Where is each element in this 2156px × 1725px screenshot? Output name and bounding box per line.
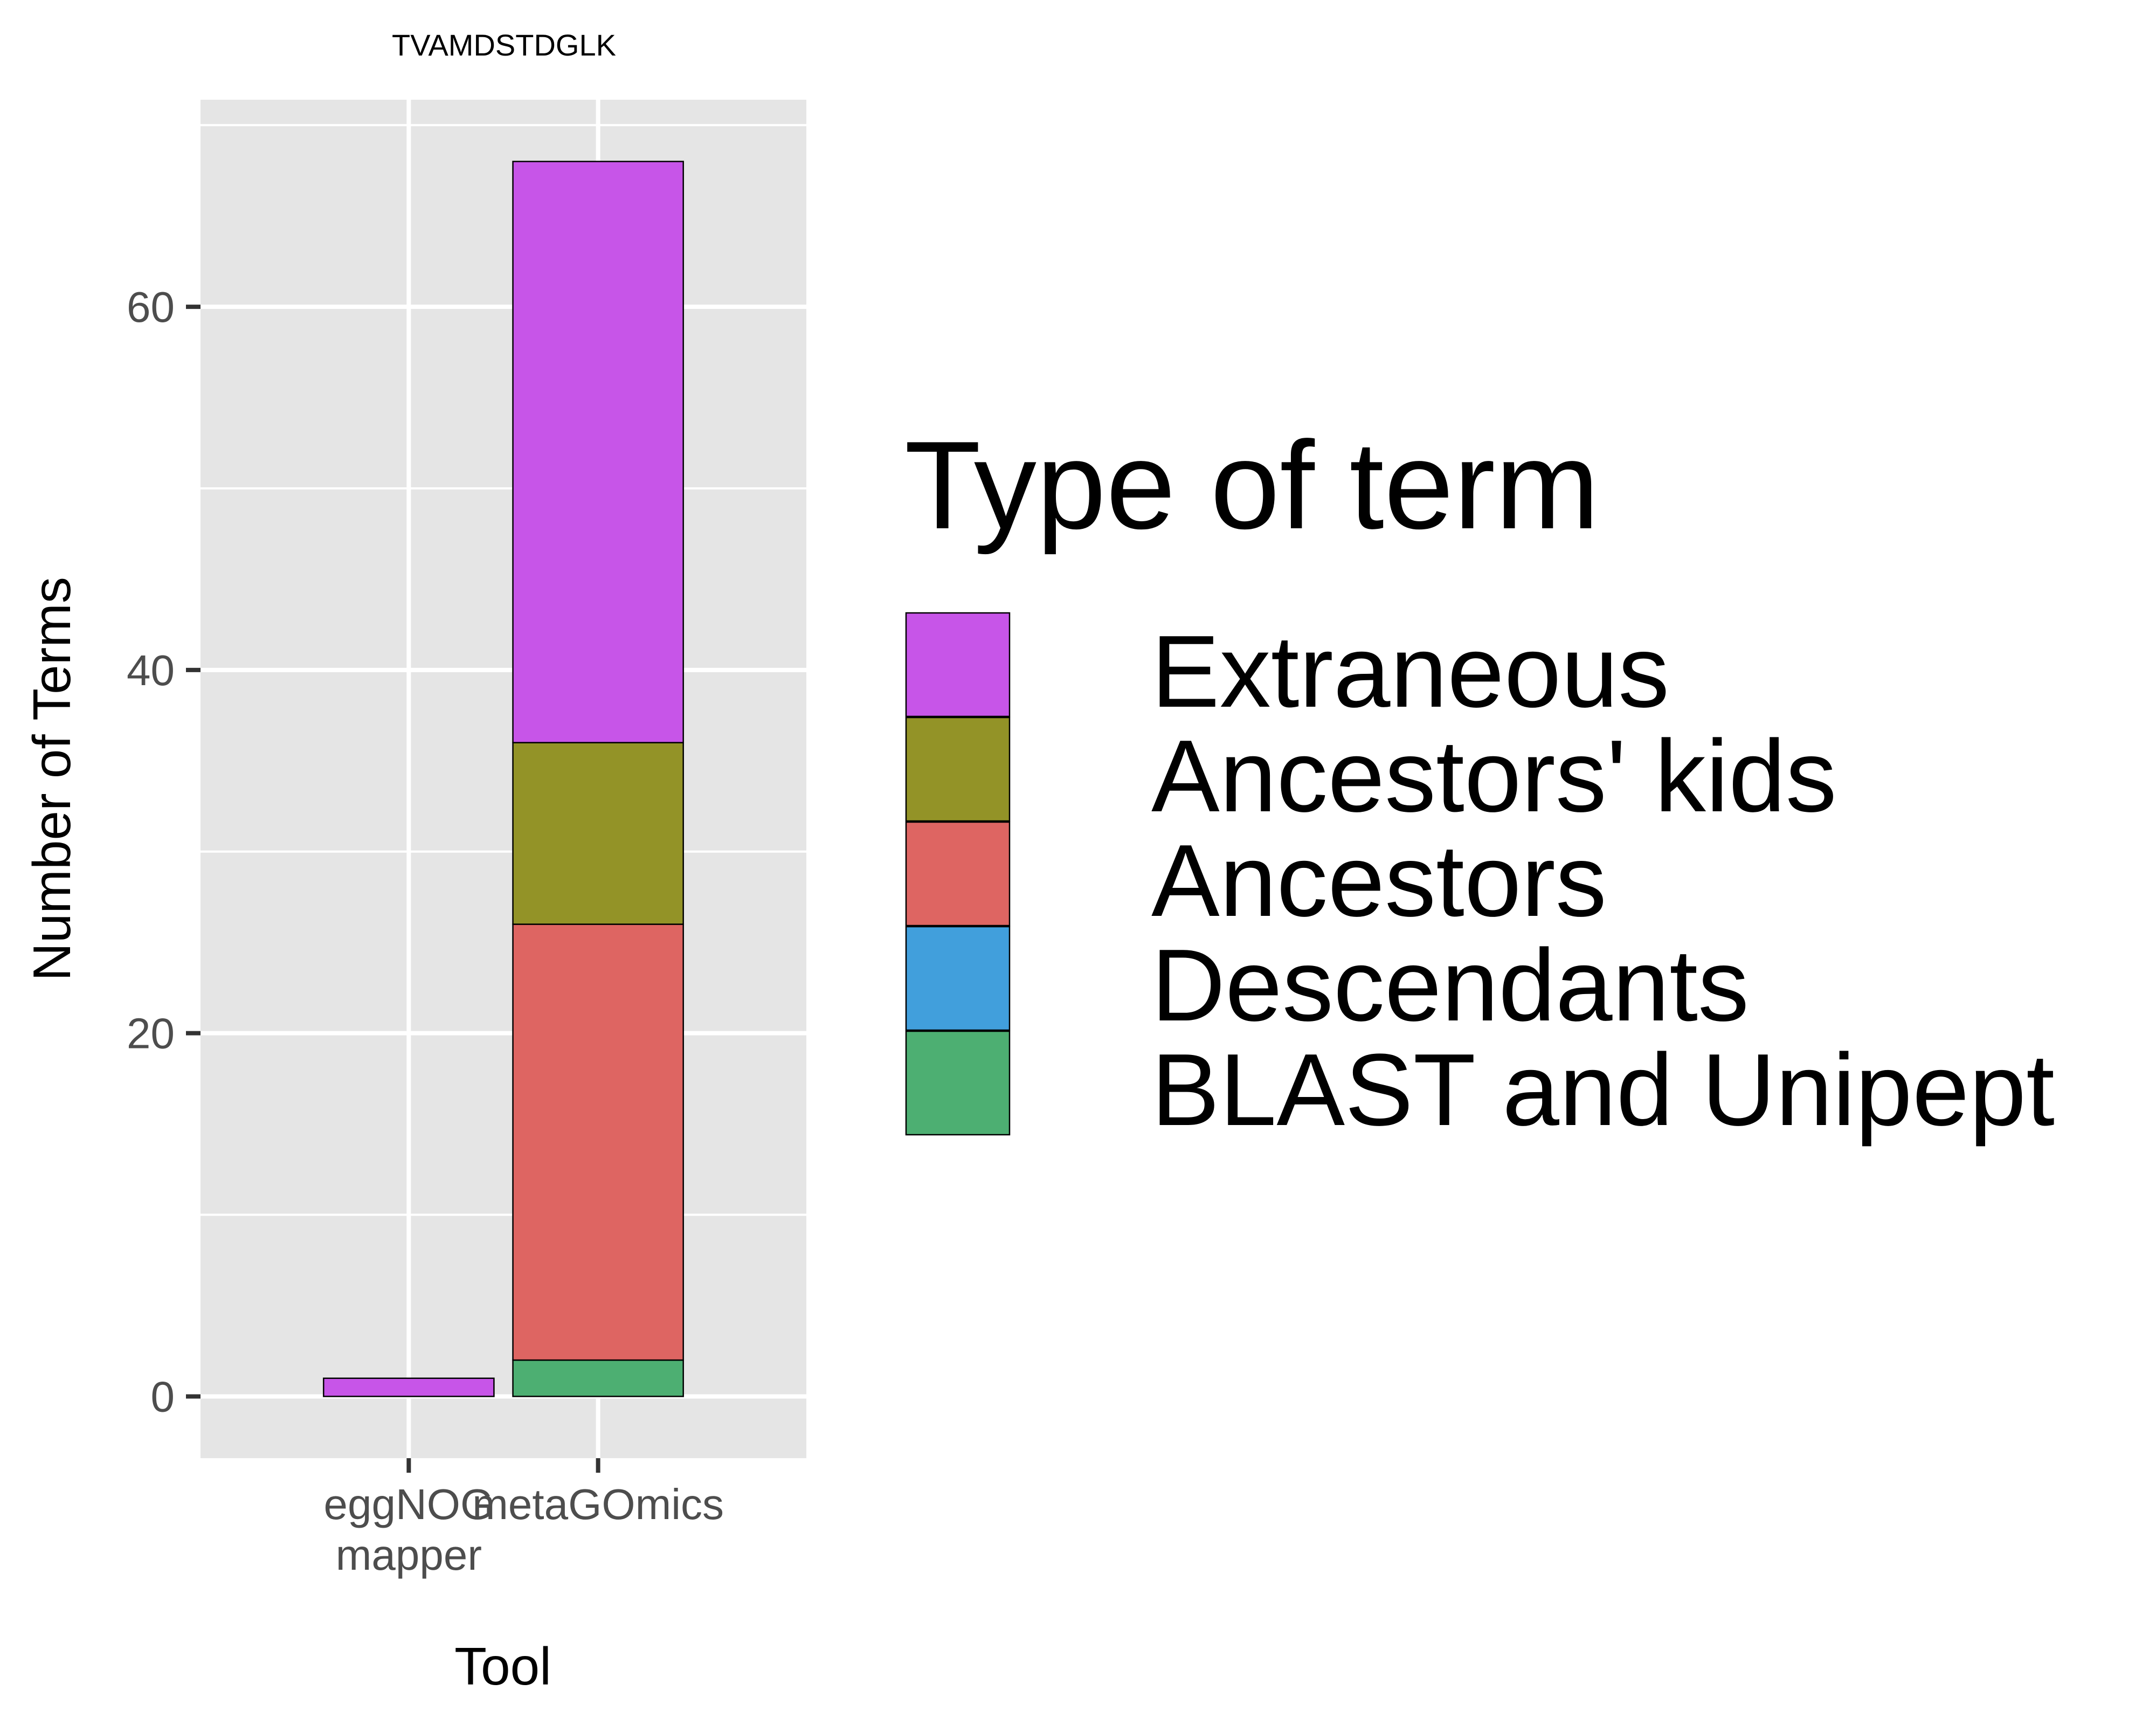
y-tick-label: 60 [127,283,175,331]
x-tick-label: metaGOmics [472,1480,724,1528]
legend-label: Extraneous [1151,615,1669,729]
legend-title: Type of term [904,416,1599,555]
plot-panel [201,100,806,1458]
bars [323,161,684,1397]
legend-key [905,1030,1011,1136]
bar-segment [512,742,684,925]
y-tick-label: 40 [127,646,175,694]
chart-title: TVAMDSTDGLK [392,28,616,62]
legend-label: Ancestors [1151,824,1607,938]
bar-segment [512,923,684,1361]
y-axis-label: Number of Terms [22,577,81,981]
grid-minor [201,124,806,1216]
legend-key [905,612,1011,717]
y-tick-label: 0 [151,1372,175,1420]
legend-key [905,821,1011,927]
legend-key [905,716,1011,822]
bar-segment [323,1377,495,1397]
legend-key [905,926,1011,1031]
y-axis: 0 20 40 60 [127,283,201,1420]
x-tick-label: eggNOG mapper [324,1480,494,1579]
bar-segment [512,161,684,743]
legend-label: Descendants [1151,928,1749,1043]
y-tick-label: 20 [127,1010,175,1058]
x-axis-label: Tool [454,1637,551,1696]
bar-segment [512,1359,684,1397]
legend-label: BLAST and Unipept [1151,1033,2055,1147]
legend-label: Ancestors' kids [1151,719,1837,833]
